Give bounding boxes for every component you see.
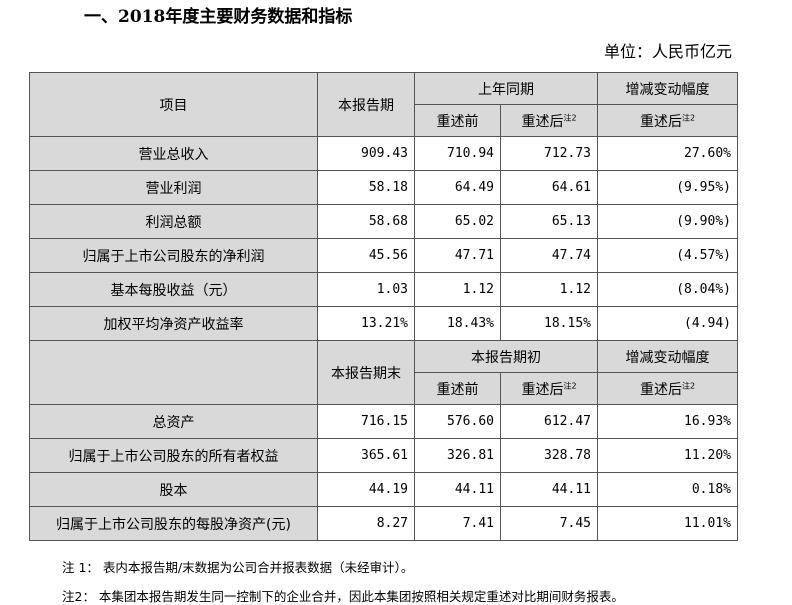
cell-cur: 44.19 bbox=[317, 472, 415, 507]
table-row: 基本每股收益（元） 1.03 1.12 1.12 (8.04%) bbox=[29, 272, 738, 307]
cell-after: 7.45 bbox=[500, 506, 598, 541]
cell-label: 利润总额 bbox=[29, 204, 318, 239]
cell-after: 18.15% bbox=[500, 306, 598, 341]
unit-label: 单位：人民币亿元 bbox=[603, 42, 732, 61]
cell-cur: 909.43 bbox=[317, 136, 415, 171]
cell-chg: (8.04%) bbox=[597, 272, 738, 307]
table-row: 归属于上市公司股东的每股净资产(元) 8.27 7.41 7.45 11.01% bbox=[29, 506, 738, 541]
cell-before: 65.02 bbox=[414, 204, 501, 239]
cell-before: 576.60 bbox=[414, 404, 501, 439]
cell-cur: 716.15 bbox=[317, 404, 415, 439]
cell-before: 44.11 bbox=[414, 472, 501, 507]
financial-table: 项目 本报告期 上年同期 增减变动幅度 重述前 重述后注2 重述后注2 营业总收… bbox=[29, 72, 738, 541]
table-row: 利润总额 58.68 65.02 65.13 (9.90%) bbox=[29, 204, 738, 239]
table-row: 股本 44.19 44.11 44.11 0.18% bbox=[29, 472, 738, 507]
note-2: 注2： 本集团本报告期发生同一控制下的企业合并，因此本集团按照相关规定重述对比期… bbox=[62, 589, 624, 604]
header-prior: 上年同期 bbox=[414, 72, 598, 105]
header-current: 本报告期 bbox=[317, 72, 415, 137]
cell-chg: (9.95%) bbox=[597, 170, 738, 205]
cell-label: 股本 bbox=[29, 472, 318, 507]
cell-chg: (4.57%) bbox=[597, 238, 738, 273]
cell-label: 加权平均净资产收益率 bbox=[29, 306, 318, 341]
section-title: 一、2018年度主要财务数据和指标 bbox=[84, 7, 353, 27]
table-row: 营业总收入 909.43 710.94 712.73 27.60% bbox=[29, 136, 738, 171]
cell-before: 710.94 bbox=[414, 136, 501, 171]
cell-before: 47.71 bbox=[414, 238, 501, 273]
cell-chg: (4.94) bbox=[597, 306, 738, 341]
header2-change: 增减变动幅度 bbox=[597, 340, 738, 373]
cell-chg: 11.20% bbox=[597, 438, 738, 473]
cell-cur: 8.27 bbox=[317, 506, 415, 541]
table-row: 归属于上市公司股东的净利润 45.56 47.71 47.74 (4.57%) bbox=[29, 238, 738, 273]
cell-chg: (9.90%) bbox=[597, 204, 738, 239]
cell-after: 47.74 bbox=[500, 238, 598, 273]
cell-label: 归属于上市公司股东的净利润 bbox=[29, 238, 318, 273]
cell-cur: 13.21% bbox=[317, 306, 415, 341]
header2-prior: 本报告期初 bbox=[414, 340, 598, 373]
header2-change-after: 重述后注2 bbox=[597, 372, 738, 405]
header-before: 重述前 bbox=[414, 104, 501, 137]
cell-after: 612.47 bbox=[500, 404, 598, 439]
cell-before: 64.49 bbox=[414, 170, 501, 205]
cell-after: 328.78 bbox=[500, 438, 598, 473]
cell-cur: 58.18 bbox=[317, 170, 415, 205]
cell-before: 326.81 bbox=[414, 438, 501, 473]
cell-after: 64.61 bbox=[500, 170, 598, 205]
cell-label: 总资产 bbox=[29, 404, 318, 439]
cell-chg: 16.93% bbox=[597, 404, 738, 439]
header2-item bbox=[29, 340, 318, 405]
cell-cur: 1.03 bbox=[317, 272, 415, 307]
cell-label: 归属于上市公司股东的所有者权益 bbox=[29, 438, 318, 473]
table-row: 加权平均净资产收益率 13.21% 18.43% 18.15% (4.94) bbox=[29, 306, 738, 341]
cell-after: 1.12 bbox=[500, 272, 598, 307]
header2-before: 重述前 bbox=[414, 372, 501, 405]
cell-label: 基本每股收益（元） bbox=[29, 272, 318, 307]
table-row: 营业利润 58.18 64.49 64.61 (9.95%) bbox=[29, 170, 738, 205]
cell-cur: 58.68 bbox=[317, 204, 415, 239]
note-1: 注 1： 表内本报告期/末数据为公司合并报表数据（未经审计）。 bbox=[62, 560, 414, 575]
table-row: 总资产 716.15 576.60 612.47 16.93% bbox=[29, 404, 738, 439]
header-item: 项目 bbox=[29, 72, 318, 137]
header2-after: 重述后注2 bbox=[500, 372, 598, 405]
cell-before: 1.12 bbox=[414, 272, 501, 307]
cell-after: 712.73 bbox=[500, 136, 598, 171]
header-change: 增减变动幅度 bbox=[597, 72, 738, 105]
header-after: 重述后注2 bbox=[500, 104, 598, 137]
cell-cur: 45.56 bbox=[317, 238, 415, 273]
cell-before: 18.43% bbox=[414, 306, 501, 341]
cell-chg: 11.01% bbox=[597, 506, 738, 541]
table-row: 归属于上市公司股东的所有者权益 365.61 326.81 328.78 11.20% bbox=[29, 438, 738, 473]
cell-before: 7.41 bbox=[414, 506, 501, 541]
header-change-after: 重述后注2 bbox=[597, 104, 738, 137]
cell-cur: 365.61 bbox=[317, 438, 415, 473]
cell-chg: 0.18% bbox=[597, 472, 738, 507]
cell-chg: 27.60% bbox=[597, 136, 738, 171]
cell-label: 归属于上市公司股东的每股净资产(元) bbox=[29, 506, 318, 541]
cell-label: 营业总收入 bbox=[29, 136, 318, 171]
cell-after: 44.11 bbox=[500, 472, 598, 507]
header2-current: 本报告期末 bbox=[317, 340, 415, 405]
cell-after: 65.13 bbox=[500, 204, 598, 239]
cell-label: 营业利润 bbox=[29, 170, 318, 205]
